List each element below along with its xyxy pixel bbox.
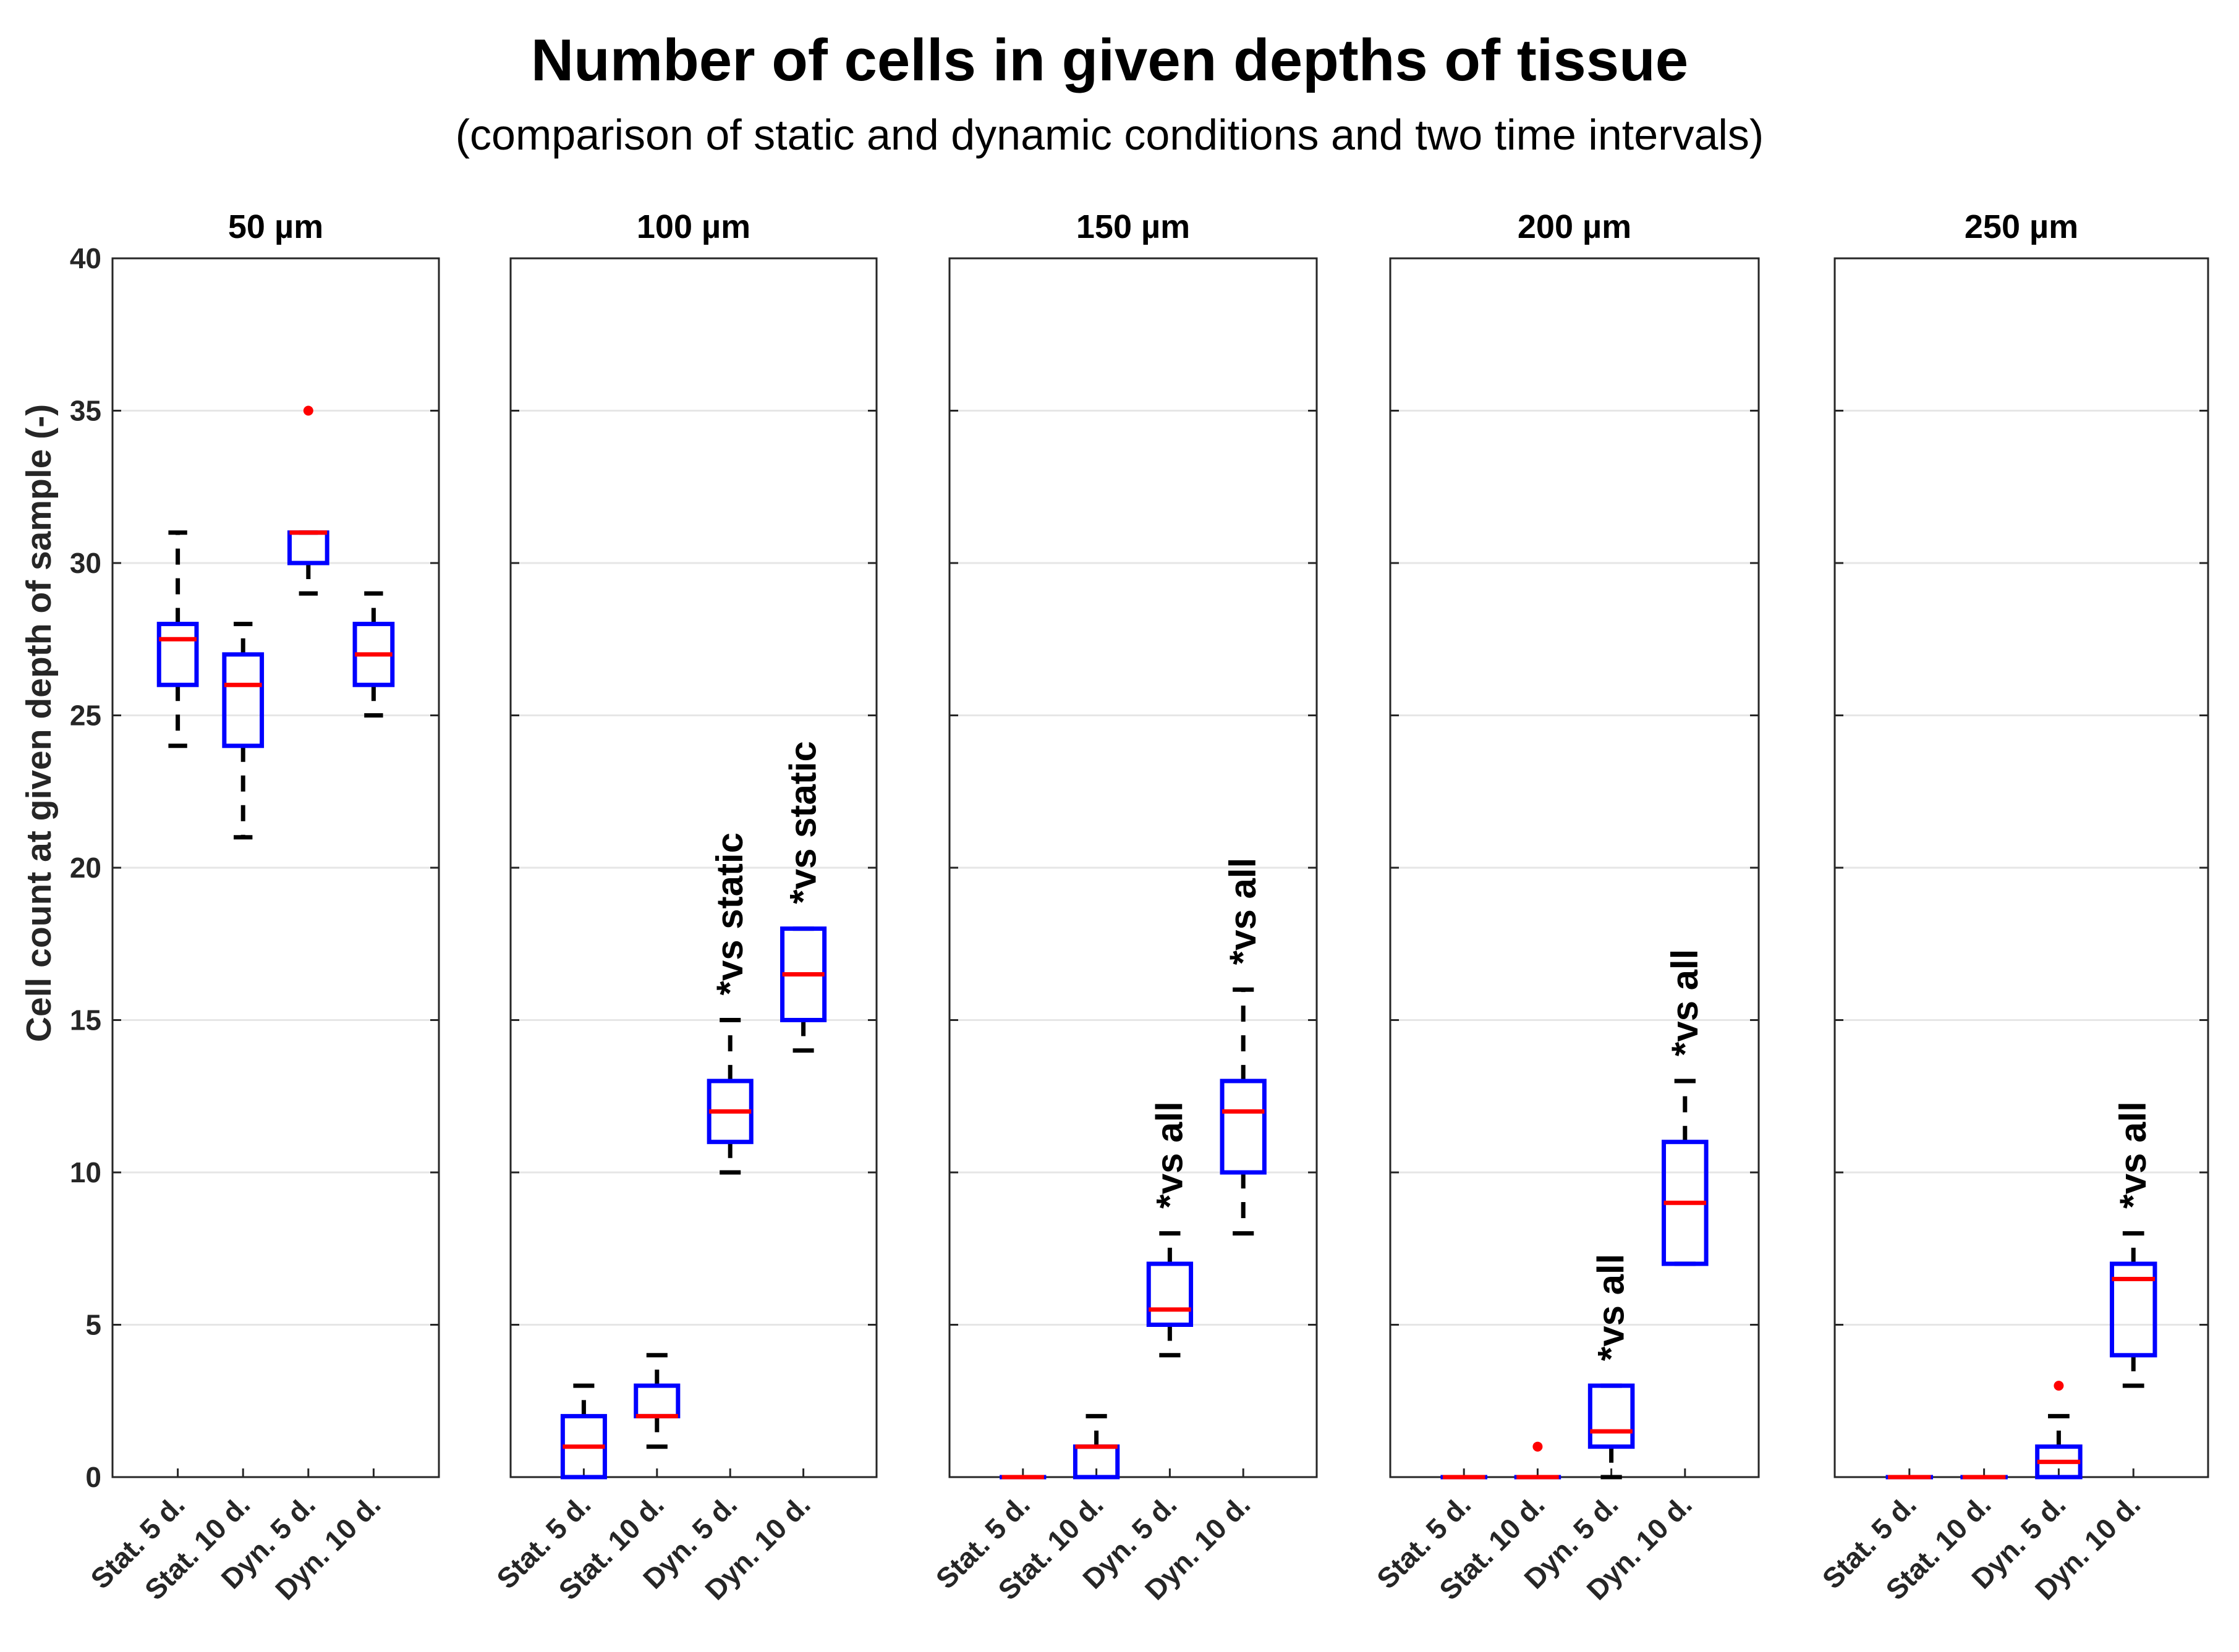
y-tick-label: 35 (70, 395, 101, 427)
box-2 (1514, 1441, 1561, 1480)
chart-subtitle: (comparison of static and dynamic condit… (456, 111, 1764, 159)
box-2 (222, 622, 265, 840)
y-tick-label: 40 (70, 242, 101, 274)
box-3: *vs static (707, 832, 754, 1175)
box-3: *vs all (1587, 1254, 1635, 1480)
y-tick-label: 30 (70, 547, 101, 579)
y-tick-label: 15 (70, 1004, 101, 1036)
box-iqr (1220, 1078, 1267, 1175)
panel-title: 100 µm (637, 208, 750, 245)
outlier-point (1532, 1441, 1543, 1452)
y-tick-label: 0 (85, 1461, 101, 1493)
box-3: *vs all (1146, 1101, 1194, 1358)
box-iqr (222, 652, 265, 748)
panel-title: 150 µm (1076, 208, 1190, 245)
box-2 (634, 1353, 681, 1449)
panel-title: 50 µm (228, 208, 323, 245)
box-2 (1073, 1413, 1120, 1480)
box-4 (352, 591, 395, 718)
box-iqr (156, 622, 199, 687)
significance-annotation: *vs static (783, 741, 824, 904)
box-1 (560, 1383, 607, 1480)
box-iqr (1146, 1261, 1194, 1328)
significance-annotation: *vs all (2112, 1101, 2154, 1208)
y-tick-label: 25 (70, 700, 101, 732)
box-4: *vs static (780, 741, 827, 1053)
outlier-point (303, 405, 313, 416)
box-iqr (2109, 1261, 2157, 1358)
box-3 (2035, 1381, 2083, 1480)
chart-title: Number of cells in given depths of tissu… (531, 27, 1688, 93)
box-4: *vs all (2109, 1101, 2157, 1388)
outlier-point (2054, 1381, 2064, 1391)
y-tick-label: 20 (70, 852, 101, 884)
y-tick-label: 10 (70, 1156, 101, 1188)
y-tick-label: 5 (85, 1309, 101, 1341)
box-4: *vs all (1220, 858, 1267, 1236)
significance-annotation: *vs all (1664, 949, 1706, 1056)
box-3 (287, 405, 329, 596)
significance-annotation: *vs all (1591, 1254, 1632, 1361)
panel-title: 200 µm (1518, 208, 1631, 245)
panel-title: 250 µm (1965, 208, 2078, 245)
significance-annotation: *vs all (1222, 858, 1264, 965)
box-iqr (1587, 1383, 1635, 1449)
box-iqr (634, 1383, 681, 1418)
significance-annotation: *vs static (709, 832, 750, 996)
box-1 (156, 530, 199, 748)
box-iqr (287, 530, 329, 565)
y-axis-label: Cell count at given depth of sample (-) (19, 404, 59, 1042)
significance-annotation: *vs all (1149, 1101, 1190, 1208)
box-4: *vs all (1662, 949, 1709, 1266)
